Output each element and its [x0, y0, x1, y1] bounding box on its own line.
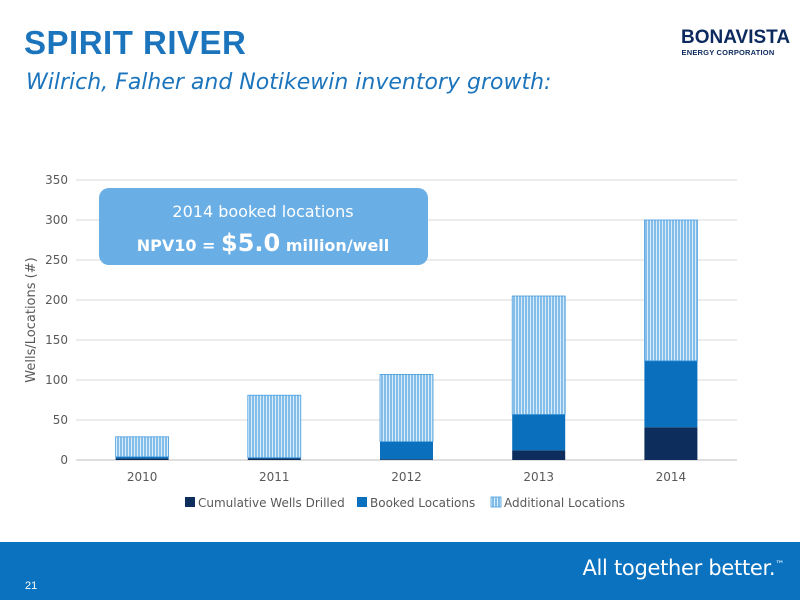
bar-cumulative-wells-drilled [644, 427, 698, 460]
y-tick-label: 100 [45, 373, 68, 387]
legend-swatch [357, 497, 367, 507]
bar-booked-locations [380, 441, 433, 460]
callout-npv-value: $5.0 [221, 229, 280, 257]
bar-additional-locations [247, 394, 302, 459]
bar-booked-locations [115, 456, 169, 459]
callout-line2: NPV10 = $5.0 million/well [137, 229, 390, 257]
tagline: All together better.™ [582, 556, 784, 580]
page-number: 21 [25, 580, 38, 592]
bar-booked-locations [644, 360, 698, 428]
y-axis-label: Wells/Locations (#) [24, 257, 39, 382]
x-tick-label: 2014 [656, 470, 687, 484]
legend-swatch [490, 496, 502, 508]
logo-name: BONAVISTA [681, 27, 791, 48]
callout-box: 2014 booked locations NPV10 = $5.0 milli… [99, 188, 428, 265]
y-tick-label: 200 [45, 293, 68, 307]
x-tick-label: 2011 [259, 470, 290, 484]
legend-swatch [185, 497, 195, 507]
bar-cumulative-wells-drilled [380, 459, 433, 460]
tagline-text: All together better. [582, 556, 776, 580]
callout-npv-prefix: NPV10 = [137, 236, 221, 255]
bar-cumulative-wells-drilled [247, 458, 301, 460]
y-tick-label: 50 [53, 413, 68, 427]
bar-cumulative-wells-drilled [512, 450, 566, 460]
bar-additional-locations [511, 295, 566, 415]
page-subtitle: Wilrich, Falher and Notikewin inventory … [26, 70, 552, 95]
x-tick-label: 2013 [523, 470, 554, 484]
bar-additional-locations [379, 373, 434, 442]
y-tick-label: 0 [60, 453, 68, 467]
legend-label: Additional Locations [504, 496, 625, 510]
y-tick-label: 350 [45, 173, 68, 187]
x-tick-label: 2012 [391, 470, 422, 484]
y-tick-label: 150 [45, 333, 68, 347]
stacked-bar-chart: 0 50 100 150 200 250 300 350 2010 2011 2012 2013 201… [24, 173, 737, 510]
y-tick-label: 250 [45, 253, 68, 267]
legend-label: Booked Locations [370, 496, 475, 510]
legend-label: Cumulative Wells Drilled [198, 496, 345, 510]
x-tick-label: 2010 [127, 470, 158, 484]
bar-additional-locations [115, 436, 169, 458]
y-tick-label: 300 [45, 213, 68, 227]
trademark-symbol: ™ [775, 560, 784, 570]
bar-booked-locations [512, 414, 566, 451]
page-title: SPIRIT RIVER [24, 24, 247, 61]
callout-npv-suffix: million/well [280, 236, 389, 255]
bar-cumulative-wells-drilled [115, 458, 169, 460]
footer-bar: 21 All together better.™ [0, 542, 800, 600]
callout-line1: 2014 booked locations [172, 202, 353, 221]
bar-additional-locations [644, 219, 698, 362]
company-logo: BONAVISTA ENERGY CORPORATION [681, 27, 791, 58]
logo-subtitle: ENERGY CORPORATION [681, 48, 775, 57]
